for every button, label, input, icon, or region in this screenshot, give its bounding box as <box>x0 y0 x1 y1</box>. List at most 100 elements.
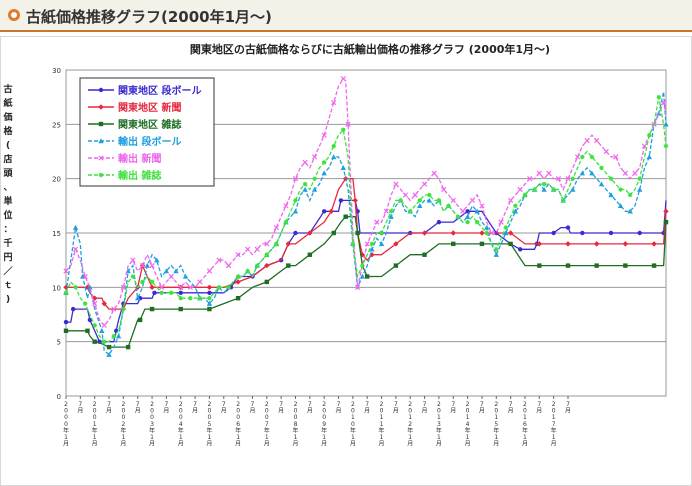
data-point <box>565 225 571 230</box>
data-point <box>474 219 480 225</box>
x-tick-char: 2 <box>208 401 212 408</box>
x-tick-char: 7 <box>251 401 255 408</box>
data-point <box>92 339 97 344</box>
x-tick-char: 3 <box>437 421 441 428</box>
x-tick-char: 年 <box>493 426 499 434</box>
data-point <box>168 273 174 280</box>
x-tick-char: 7 <box>537 401 541 408</box>
data-point <box>340 165 346 170</box>
data-point <box>589 170 595 176</box>
x-tick-char: 年 <box>436 426 442 434</box>
x-tick-char: 7 <box>480 401 484 408</box>
x-tick-char: 月 <box>264 441 270 448</box>
y-tick-label: 15 <box>52 230 61 238</box>
x-tick-label: 7月 <box>393 401 399 415</box>
x-tick-label: 7月 <box>336 401 342 415</box>
data-point <box>369 246 375 252</box>
data-point <box>561 198 566 203</box>
y-tick-label: 25 <box>52 121 61 129</box>
data-point <box>302 181 308 187</box>
data-point <box>73 285 78 290</box>
x-tick-char: 7 <box>193 401 197 408</box>
data-point <box>651 241 657 247</box>
data-point <box>537 263 542 268</box>
x-tick-char: 7 <box>552 421 556 428</box>
x-tick-char: 月 <box>135 408 141 415</box>
data-point <box>426 197 433 203</box>
data-point <box>235 279 241 285</box>
data-point <box>302 186 308 192</box>
y-label-char: 千 <box>3 237 12 249</box>
y-tick-label: 10 <box>52 284 61 292</box>
x-tick-char: 2 <box>408 421 412 428</box>
data-point <box>378 241 385 247</box>
data-point <box>331 143 336 149</box>
data-point <box>321 132 327 138</box>
data-point <box>507 197 514 204</box>
data-point <box>627 192 633 198</box>
x-tick-char: 月 <box>336 408 342 415</box>
data-point <box>163 268 170 274</box>
data-point <box>570 186 576 192</box>
x-tick-char: 1 <box>437 434 441 441</box>
x-tick-char: 0 <box>466 408 470 415</box>
x-tick-char: 2 <box>466 401 470 408</box>
x-tick-char: 月 <box>178 441 184 448</box>
data-point <box>541 181 547 187</box>
y-label-char: 、 <box>3 183 12 193</box>
data-point <box>503 230 509 236</box>
data-point <box>623 263 628 268</box>
x-tick-char: 1 <box>294 434 298 441</box>
y-label-char: 円 <box>3 252 12 263</box>
x-tick-char: 0 <box>64 421 68 428</box>
y-label-char: 価 <box>2 111 12 123</box>
x-tick-char: 1 <box>466 414 470 421</box>
data-point <box>264 279 269 285</box>
data-point <box>536 170 542 176</box>
data-point <box>451 241 456 247</box>
x-tick-char: 2 <box>121 401 125 408</box>
x-tick-char: 1 <box>494 414 498 421</box>
y-axis-label: 古紙価格 (店頭、単位 ： 千円 ／ ｔ) <box>2 83 13 305</box>
x-tick-char: 月 <box>465 441 471 448</box>
data-point <box>87 284 93 290</box>
data-point <box>350 241 356 247</box>
x-tick-char: 2 <box>93 401 97 408</box>
data-point <box>206 300 213 306</box>
data-point <box>121 306 126 312</box>
data-point <box>130 257 136 263</box>
data-point <box>87 317 93 323</box>
x-tick-char: 月 <box>407 441 413 448</box>
data-point <box>283 203 289 209</box>
data-point <box>106 352 112 357</box>
data-point <box>292 176 299 182</box>
data-point <box>589 154 595 160</box>
x-tick-char: 月 <box>120 441 126 448</box>
x-tick-char: 2 <box>494 401 498 408</box>
data-point <box>345 121 351 127</box>
x-tick-char: 7 <box>308 401 312 408</box>
x-tick-char: 0 <box>437 408 441 415</box>
data-point <box>264 262 270 269</box>
data-point <box>274 241 279 247</box>
data-point <box>130 274 136 279</box>
data-point <box>225 262 232 269</box>
data-point <box>663 121 669 127</box>
data-point <box>551 230 556 236</box>
x-tick-char: 年 <box>120 426 126 434</box>
data-point <box>292 208 299 214</box>
data-point <box>125 344 131 350</box>
data-point <box>188 296 193 301</box>
data-point <box>555 176 562 182</box>
data-point <box>412 192 418 198</box>
data-point <box>149 306 155 312</box>
data-point <box>331 99 337 106</box>
x-tick-char: 0 <box>523 408 527 415</box>
